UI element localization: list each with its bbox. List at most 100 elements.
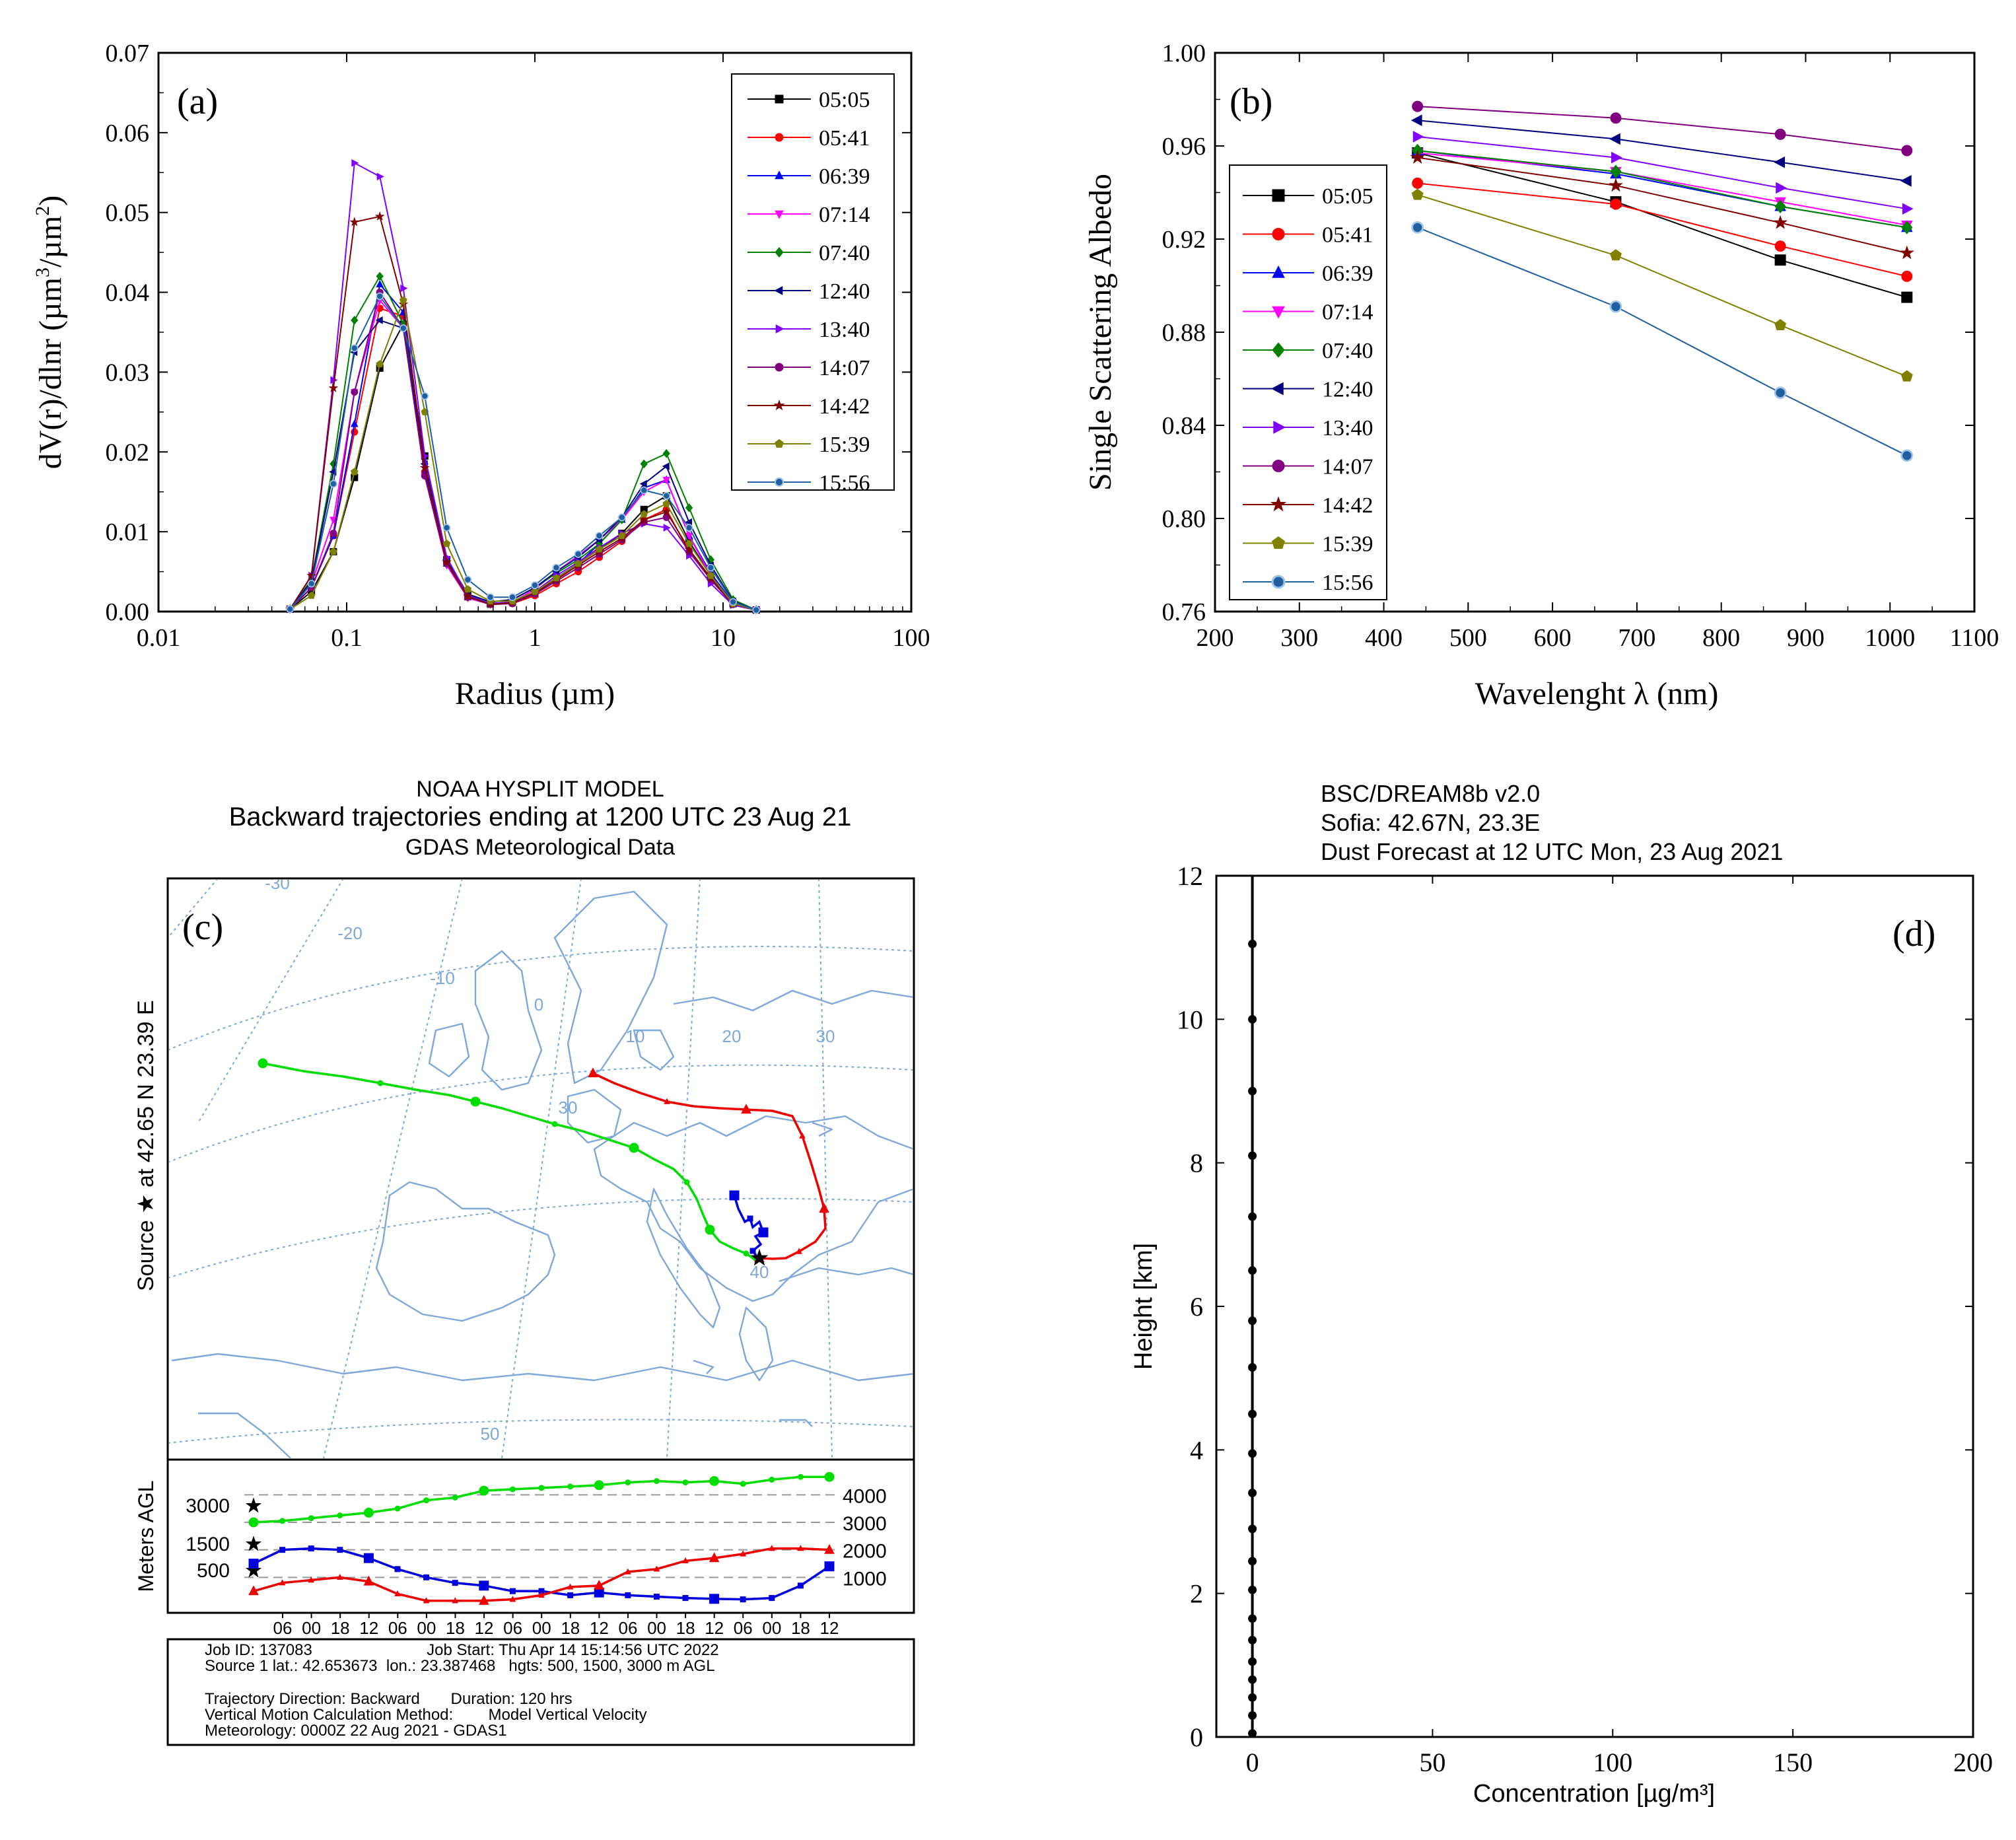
x-tick-label: 1000 — [1865, 624, 1915, 652]
profile-source-star — [245, 1497, 262, 1513]
panel-d: BSC/DREAM8b v2.0 Sofia: 42.67N, 23.3E Du… — [1130, 780, 1993, 1808]
grid-label: 20 — [722, 1026, 742, 1046]
data-point — [1901, 291, 1913, 303]
coastline — [553, 890, 668, 1084]
concentration-point — [1248, 1729, 1257, 1738]
profile-point — [567, 1592, 574, 1598]
map-trajectory-point — [705, 1224, 715, 1235]
series-line-13:40 — [1417, 135, 1907, 210]
grid-label: -20 — [337, 923, 363, 943]
profile-point — [709, 1594, 720, 1604]
profile-point — [279, 1547, 286, 1553]
panel-c-info-line: Vertical Motion Calculation Method: Mode… — [205, 1706, 647, 1724]
legend-marker — [775, 324, 784, 334]
x-tick-label: 1100 — [1950, 624, 1999, 652]
legend-marker — [1272, 460, 1285, 472]
panel-a-xlabel: Radius (µm) — [455, 676, 615, 711]
data-point — [617, 532, 626, 540]
coastline — [693, 1359, 714, 1374]
x-tick-label: 900 — [1787, 624, 1825, 652]
x-tick-label: 100 — [893, 624, 930, 652]
data-point — [639, 514, 649, 524]
time-tick-label: 18 — [446, 1618, 465, 1638]
coastline — [673, 989, 913, 1012]
data-point — [374, 211, 385, 221]
legend-label: 15:39 — [1322, 532, 1373, 557]
profile-point — [653, 1594, 660, 1600]
y-tick-label: 0.88 — [1162, 319, 1206, 347]
panel-d-axes: 0 50 100 150 200 0 2 4 6 8 10 12 — [1177, 861, 1993, 1777]
data-point — [419, 462, 430, 472]
concentration-point — [1248, 1635, 1257, 1645]
data-point — [595, 545, 604, 553]
data-point — [1901, 145, 1913, 157]
meridian-gridline — [169, 880, 218, 938]
profile-point — [797, 1473, 804, 1480]
profile-right-label: 4000 — [843, 1485, 887, 1507]
legend-label: 05:05 — [819, 88, 870, 112]
profile-point — [394, 1505, 401, 1512]
profile-source-star — [245, 1562, 262, 1578]
panel-a-axes: 0.01 0.1 1 10 1000.000.010.020.030.040.050.0… — [106, 40, 930, 652]
x-tick-label: 0.1 — [331, 624, 363, 652]
map-trajectory-point — [551, 1121, 558, 1127]
profile-point — [394, 1590, 401, 1597]
data-point — [508, 593, 516, 602]
profile-point — [769, 1476, 775, 1483]
time-tick-label: 18 — [676, 1618, 695, 1638]
y-tick-label: 0.02 — [106, 439, 150, 466]
y-tick-label: 1.00 — [1162, 40, 1206, 67]
legend-label: 05:41 — [1322, 223, 1373, 248]
legend-label: 12:40 — [1322, 378, 1373, 402]
map-trajectory-0 — [262, 1062, 759, 1264]
legend-label: 15:56 — [819, 471, 870, 495]
data-point — [1411, 221, 1424, 234]
profile-right-label: 3000 — [843, 1513, 887, 1535]
grid-label: 0 — [534, 995, 543, 1014]
data-point — [1776, 182, 1787, 194]
latitude-gridline — [169, 1064, 913, 1163]
legend-label: 14:07 — [1322, 455, 1373, 479]
source-star — [750, 1248, 769, 1266]
data-point — [1412, 100, 1424, 112]
legend-label: 14:42 — [819, 394, 870, 419]
profile-point — [363, 1553, 374, 1563]
data-point — [306, 570, 317, 580]
y-tick-label: 6 — [1190, 1292, 1203, 1322]
legend-marker — [775, 478, 784, 487]
panel-a-label: (a) — [177, 81, 218, 122]
concentration-point — [1248, 1266, 1257, 1275]
legend-marker — [775, 133, 784, 142]
y-tick-label: 8 — [1190, 1149, 1203, 1178]
legend-label: 07:14 — [1322, 301, 1373, 325]
legend-marker — [1272, 189, 1285, 202]
y-tick-label: 0.05 — [106, 199, 150, 227]
concentration-point — [1248, 1693, 1257, 1702]
profile-point — [682, 1557, 689, 1564]
data-point — [640, 459, 648, 469]
time-tick-label: 06 — [734, 1618, 753, 1638]
concentration-point — [1248, 1711, 1257, 1720]
profile-point — [709, 1476, 720, 1486]
legend-label: 12:40 — [819, 279, 870, 304]
legend-label: 05:05 — [1322, 184, 1373, 209]
panel-d-label: (d) — [1893, 913, 1935, 954]
panel-c-info-line: Trajectory Direction: Backward Duration:… — [205, 1690, 573, 1708]
profile-point — [509, 1486, 516, 1493]
data-point — [574, 550, 582, 558]
legend-label: 06:39 — [819, 164, 870, 189]
legend-marker — [775, 247, 784, 258]
concentration-point — [1248, 1524, 1257, 1534]
coastline — [812, 1121, 833, 1137]
data-point — [442, 557, 452, 567]
profile-point — [423, 1497, 430, 1504]
data-point — [1774, 156, 1786, 168]
profile-point — [740, 1550, 747, 1557]
grid-label: 30 — [816, 1026, 835, 1046]
coastline — [593, 1115, 913, 1302]
concentration-point — [1248, 1675, 1257, 1684]
legend-label: 07:40 — [1322, 339, 1373, 363]
profile-point — [740, 1481, 746, 1487]
data-point — [662, 499, 671, 507]
